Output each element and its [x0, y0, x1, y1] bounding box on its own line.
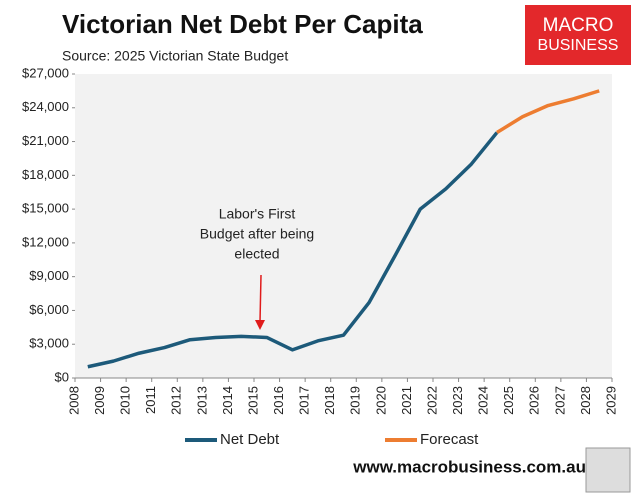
x-tick-label: 2012: [169, 386, 184, 415]
y-tick-label: $27,000: [22, 65, 69, 80]
x-tick-label: 2023: [450, 386, 465, 415]
series-line: [496, 89, 600, 135]
legend-label: Net Debt: [220, 431, 280, 448]
legend-label: Forecast: [420, 431, 479, 448]
x-tick-label: 2022: [424, 386, 439, 415]
x-tick-label: 2018: [322, 386, 337, 415]
y-tick-label: $12,000: [22, 234, 69, 249]
chart-subtitle: Source: 2025 Victorian State Budget: [62, 48, 288, 64]
y-tick-label: $3,000: [29, 336, 69, 351]
x-tick-label: 2029: [603, 386, 618, 415]
annotation-arrowhead: [255, 320, 265, 330]
annotation-arrow: [259, 274, 262, 323]
x-tick-label: 2026: [527, 386, 542, 415]
website: www.macrobusiness.com.au: [352, 457, 586, 476]
logo-box: [525, 5, 631, 65]
x-tick-label: 2011: [143, 386, 158, 414]
logo-text: BUSINESS: [538, 37, 619, 54]
y-tick-label: $9,000: [29, 268, 69, 283]
x-tick-label: 2028: [578, 386, 593, 415]
x-tick-label: 2016: [271, 386, 286, 415]
x-tick-label: 2013: [194, 386, 209, 415]
y-tick-label: $18,000: [22, 167, 69, 182]
chart-title: Victorian Net Debt Per Capita: [62, 9, 423, 39]
x-tick-label: 2027: [552, 386, 567, 415]
wolf-logo: [585, 447, 631, 493]
x-tick-label: 2014: [220, 386, 235, 415]
x-tick-label: 2008: [66, 386, 81, 415]
annotation: elected: [234, 246, 279, 262]
y-tick-label: $6,000: [29, 302, 69, 317]
annotation: Labor's First: [219, 206, 296, 222]
logo-text: MACRO: [543, 15, 614, 36]
x-tick-label: 2010: [118, 386, 133, 415]
y-tick-label: $15,000: [22, 201, 69, 216]
x-tick-label: 2019: [348, 386, 363, 415]
x-tick-label: 2009: [92, 386, 107, 415]
y-tick-label: $0: [55, 369, 69, 384]
x-tick-label: 2025: [501, 386, 516, 415]
plot-area: [75, 74, 612, 378]
x-tick-label: 2024: [476, 386, 491, 415]
y-tick-label: $24,000: [22, 99, 69, 114]
annotation: Budget after being: [200, 226, 314, 242]
y-tick-label: $21,000: [22, 133, 69, 148]
x-tick-label: 2015: [245, 386, 260, 415]
x-tick-label: 2017: [297, 386, 312, 415]
x-tick-label: 2021: [399, 386, 414, 415]
x-tick-label: 2020: [373, 386, 388, 415]
series-line: [87, 131, 499, 369]
